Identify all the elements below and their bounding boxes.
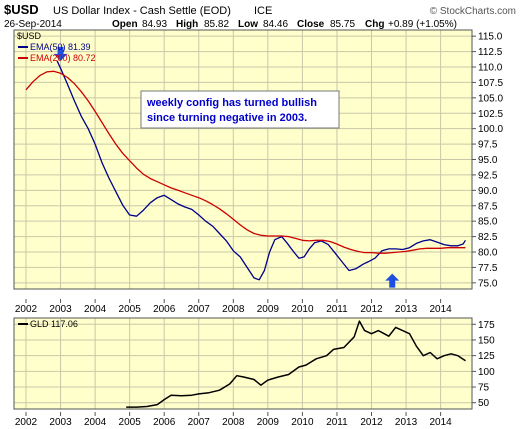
main-panel-border (13, 29, 473, 290)
x-tick-label: 2002 (15, 304, 38, 315)
y-tick-label: 82.5 (478, 232, 498, 243)
main-grid (14, 30, 472, 289)
x-axis-lower: 2002 2003 2004 2005 2006 2007 2008 2009 2010 2011… (15, 412, 452, 428)
annotation-line-2: since turning negative in 2003. (147, 112, 307, 124)
series-line-0 (126, 320, 466, 408)
chg-label: Chg (365, 19, 384, 30)
annotation-line-1: weekly config has turned bullish (146, 97, 317, 109)
y-tick-label: 112.5 (478, 47, 503, 58)
y-tick-label: 92.5 (478, 170, 498, 181)
x-tick-label: 2003 (49, 304, 72, 315)
x-axis-upper: 2002 2003 2004 2005 2006 2007 2008 2009 2010 2011… (15, 299, 452, 315)
x-tick-label: 2008 (222, 417, 245, 428)
y-tick-label: 95.0 (478, 155, 498, 166)
open-label: Open (112, 19, 138, 30)
gld-panel: 50 75 100 125 150 175 GLD 117.06 (13, 317, 495, 410)
gld-legend: GLD 117.06 (18, 319, 78, 329)
annotation-box-frame (140, 90, 340, 129)
x-tick-label: 2012 (360, 304, 383, 315)
x-tick-label: 2013 (395, 304, 418, 315)
y-tick-label: 107.5 (478, 78, 503, 89)
close-value: 85.75 (330, 19, 355, 30)
y-tick-label: 75 (478, 383, 490, 394)
usd-price-panel: 75.0 77.5 80.0 82.5 85.0 87.5 90.0 92.5 95.0 97.5… (13, 29, 503, 290)
y-tick-label: 85.0 (478, 217, 498, 228)
x-tick-label: 2004 (84, 304, 107, 315)
x-tick-label: 2011 (326, 304, 348, 315)
x-tick-label: 2013 (395, 417, 418, 428)
annotation-box: weekly config has turned bullish since t… (140, 90, 340, 129)
x-tick-label: 2014 (429, 304, 452, 315)
main-markers (53, 46, 400, 288)
x-tick-label: 2003 (49, 417, 72, 428)
x-tick-label: 2007 (188, 304, 211, 315)
gld-series (126, 320, 466, 408)
series-line-1 (25, 70, 466, 254)
y-tick-label: 125 (478, 351, 495, 362)
y-tick-label: 115.0 (478, 32, 503, 43)
y-tick-label: 80.0 (478, 248, 498, 259)
x-tick-label: 2005 (119, 304, 142, 315)
y-tick-label: 77.5 (478, 263, 498, 274)
x-tick-label: 2002 (15, 417, 38, 428)
open-value: 84.93 (142, 19, 167, 30)
gld-panel-border (13, 317, 473, 410)
down-arrow-icon (53, 46, 68, 61)
x-tick-label: 2009 (257, 304, 280, 315)
y-tick-label: 90.0 (478, 186, 498, 197)
legend-entry: $USD (17, 31, 42, 41)
x-tick-label: 2007 (188, 417, 211, 428)
y-tick-label: 175 (478, 320, 495, 331)
chg-value: +0.89 (+1.05%) (388, 19, 457, 30)
y-tick-label: 50 (478, 398, 490, 409)
main-series (25, 60, 467, 281)
description: US Dollar Index - Cash Settle (EOD) (53, 5, 231, 17)
up-arrow-icon (385, 273, 400, 288)
x-tick-label: 2014 (429, 417, 452, 428)
gld-panel-background (14, 318, 472, 409)
x-tick-label: 2008 (222, 304, 245, 315)
watermark: © StockCharts.com (430, 6, 516, 17)
low-label: Low (238, 19, 258, 30)
x-tick-label: 2010 (291, 304, 314, 315)
high-value: 85.82 (204, 19, 229, 30)
y-tick-label: 150 (478, 335, 495, 346)
x-tick-label: 2004 (84, 417, 107, 428)
symbol: $USD (4, 2, 39, 17)
y-tick-label: 97.5 (478, 140, 498, 151)
legend-entry: EMA(50) 81.39 (30, 42, 91, 52)
x-tick-label: 2009 (257, 417, 280, 428)
x-tick-label: 2005 (119, 417, 142, 428)
exchange: ICE (254, 5, 272, 17)
date: 26-Sep-2014 (4, 19, 62, 30)
y-tick-label: 100.0 (478, 124, 503, 135)
y-tick-label: 102.5 (478, 109, 503, 120)
x-tick-label: 2010 (291, 417, 314, 428)
legend-entry: GLD 117.06 (30, 319, 78, 329)
high-label: High (176, 19, 198, 30)
main-y-axis: 75.0 77.5 80.0 82.5 85.0 87.5 90.0 92.5 95.0 97.5… (472, 32, 503, 289)
gld-y-axis: 50 75 100 125 150 175 (472, 320, 495, 409)
x-tick-label: 2006 (153, 304, 176, 315)
y-tick-label: 75.0 (478, 278, 498, 289)
low-value: 84.46 (263, 19, 288, 30)
x-tick-label: 2011 (326, 417, 348, 428)
y-tick-label: 110.0 (478, 63, 503, 74)
x-tick-label: 2012 (360, 417, 383, 428)
y-tick-label: 87.5 (478, 201, 498, 212)
y-tick-label: 105.0 (478, 93, 503, 104)
close-label: Close (297, 19, 325, 30)
x-tick-label: 2006 (153, 417, 176, 428)
y-tick-label: 100 (478, 367, 495, 378)
series-line-0 (56, 60, 467, 281)
legend-entry: EMA(200) 80.72 (30, 53, 96, 63)
